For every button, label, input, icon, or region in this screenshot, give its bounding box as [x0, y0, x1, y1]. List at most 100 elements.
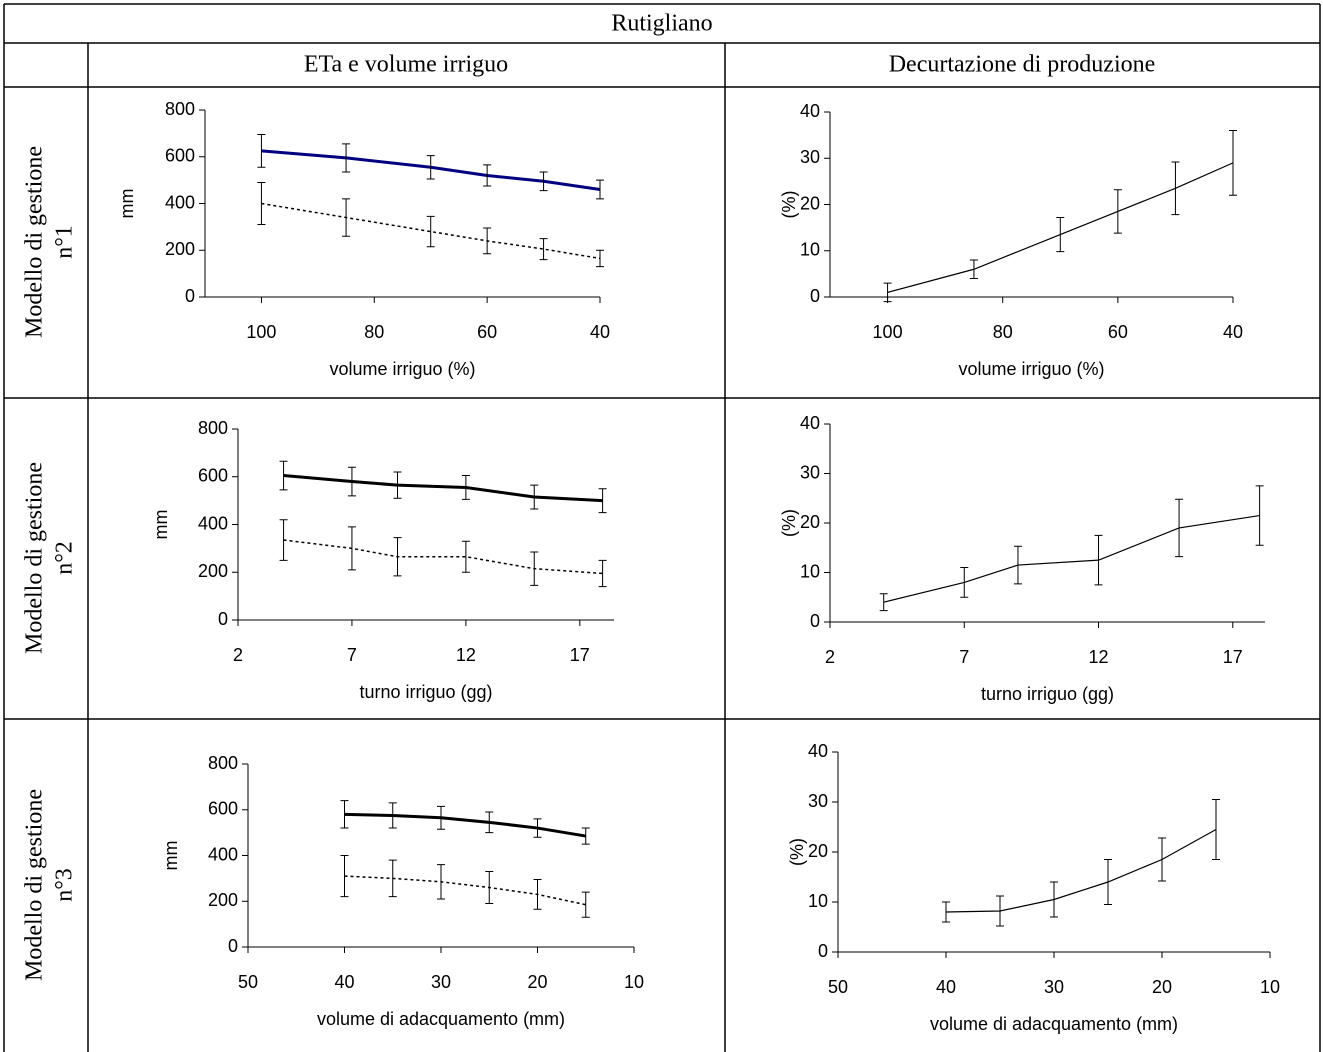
error-bar [393, 471, 402, 499]
y-axis-label: mm [117, 189, 137, 219]
error-bar [342, 198, 351, 237]
error-bar [1171, 161, 1180, 216]
error-bar [883, 282, 892, 303]
y-tick-label: 20 [800, 512, 820, 532]
series-line [283, 539, 603, 575]
x-tick-label: 30 [1044, 977, 1064, 997]
error-bar [539, 238, 548, 261]
x-tick-label: 12 [456, 645, 476, 665]
error-bar [1104, 859, 1112, 905]
error-bar [942, 901, 950, 923]
y-tick-label: 40 [808, 741, 828, 761]
error-bar [279, 519, 288, 561]
error-bar [596, 249, 604, 268]
x-axis-label: turno irriguo (gg) [359, 682, 492, 702]
x-tick-label: 100 [873, 322, 903, 342]
y-tick-label: 200 [165, 239, 195, 259]
x-tick-label: 50 [238, 972, 258, 992]
error-bar [279, 460, 288, 491]
x-tick-label: 80 [364, 322, 384, 342]
y-axis-label: (%) [779, 509, 799, 537]
error-bar [996, 895, 1004, 927]
error-bar [340, 855, 349, 898]
error-bar [485, 811, 494, 834]
error-bar [533, 818, 542, 838]
error-bar [485, 871, 494, 905]
error-bar [461, 540, 470, 573]
x-tick-label: 80 [993, 322, 1013, 342]
y-tick-label: 400 [208, 844, 238, 864]
y-tick-label: 0 [228, 936, 238, 956]
x-tick-label: 12 [1089, 647, 1109, 667]
column-header: ETa e volume irriguo [304, 52, 508, 78]
series-line [945, 828, 1217, 913]
error-bar [879, 593, 888, 612]
y-axis-label: mm [161, 841, 181, 871]
row-label: Modello di gestione [22, 146, 48, 338]
error-bar [1175, 498, 1184, 558]
error-bar [969, 259, 978, 279]
error-bar [342, 143, 351, 173]
y-tick-label: 30 [800, 462, 820, 482]
series-line [344, 875, 586, 906]
y-tick-label: 200 [198, 561, 228, 581]
error-bar [530, 551, 539, 586]
x-tick-label: 40 [334, 972, 354, 992]
error-bar [533, 879, 542, 910]
x-tick-label: 7 [959, 647, 969, 667]
y-tick-label: 40 [800, 413, 820, 433]
y-tick-label: 600 [208, 799, 238, 819]
error-bar [1013, 545, 1022, 585]
y-tick-label: 600 [165, 146, 195, 166]
x-axis-label: volume irriguo (%) [958, 359, 1104, 379]
error-bar [437, 805, 445, 830]
row-label: n°2 [52, 541, 78, 575]
y-tick-label: 30 [800, 147, 820, 167]
y-tick-label: 0 [810, 286, 820, 306]
y-axis-label: (%) [779, 191, 799, 219]
error-bar [483, 164, 492, 187]
error-bar [960, 567, 969, 598]
y-tick-label: 200 [208, 890, 238, 910]
row-label: n°3 [52, 868, 78, 902]
x-axis-label: volume di adacquamento (mm) [930, 1014, 1178, 1034]
y-tick-label: 0 [810, 611, 820, 631]
series-line [883, 514, 1260, 603]
error-bar [581, 891, 590, 918]
error-bar [340, 800, 349, 829]
x-tick-label: 17 [1223, 647, 1243, 667]
series-line [344, 812, 586, 838]
row-label: n°1 [52, 225, 78, 259]
x-tick-label: 7 [347, 645, 357, 665]
error-bar [1212, 799, 1220, 860]
x-axis-label: turno irriguo (gg) [981, 684, 1114, 704]
y-tick-label: 0 [185, 286, 195, 306]
error-bar [347, 466, 356, 497]
error-bar [1255, 485, 1264, 546]
error-bar [388, 859, 397, 898]
x-axis-label: volume irriguo (%) [329, 359, 475, 379]
error-bar [437, 864, 445, 900]
error-bar [1056, 216, 1065, 253]
x-tick-label: 10 [624, 972, 644, 992]
series-line [261, 202, 601, 260]
x-tick-label: 30 [431, 972, 451, 992]
x-tick-label: 20 [527, 972, 547, 992]
error-bar [1094, 534, 1103, 586]
error-bar [257, 181, 266, 226]
x-tick-label: 2 [233, 645, 243, 665]
table-frame [3, 3, 1321, 1052]
series-line [261, 149, 601, 191]
y-tick-label: 0 [818, 941, 828, 961]
error-bar [257, 134, 266, 168]
y-tick-label: 40 [800, 101, 820, 121]
y-tick-label: 600 [198, 466, 228, 486]
x-tick-label: 40 [1223, 322, 1243, 342]
row-label: Modello di gestione [22, 462, 48, 654]
y-tick-label: 0 [218, 609, 228, 629]
series-line [887, 162, 1234, 293]
error-bar [483, 227, 492, 255]
y-tick-label: 800 [208, 753, 238, 773]
